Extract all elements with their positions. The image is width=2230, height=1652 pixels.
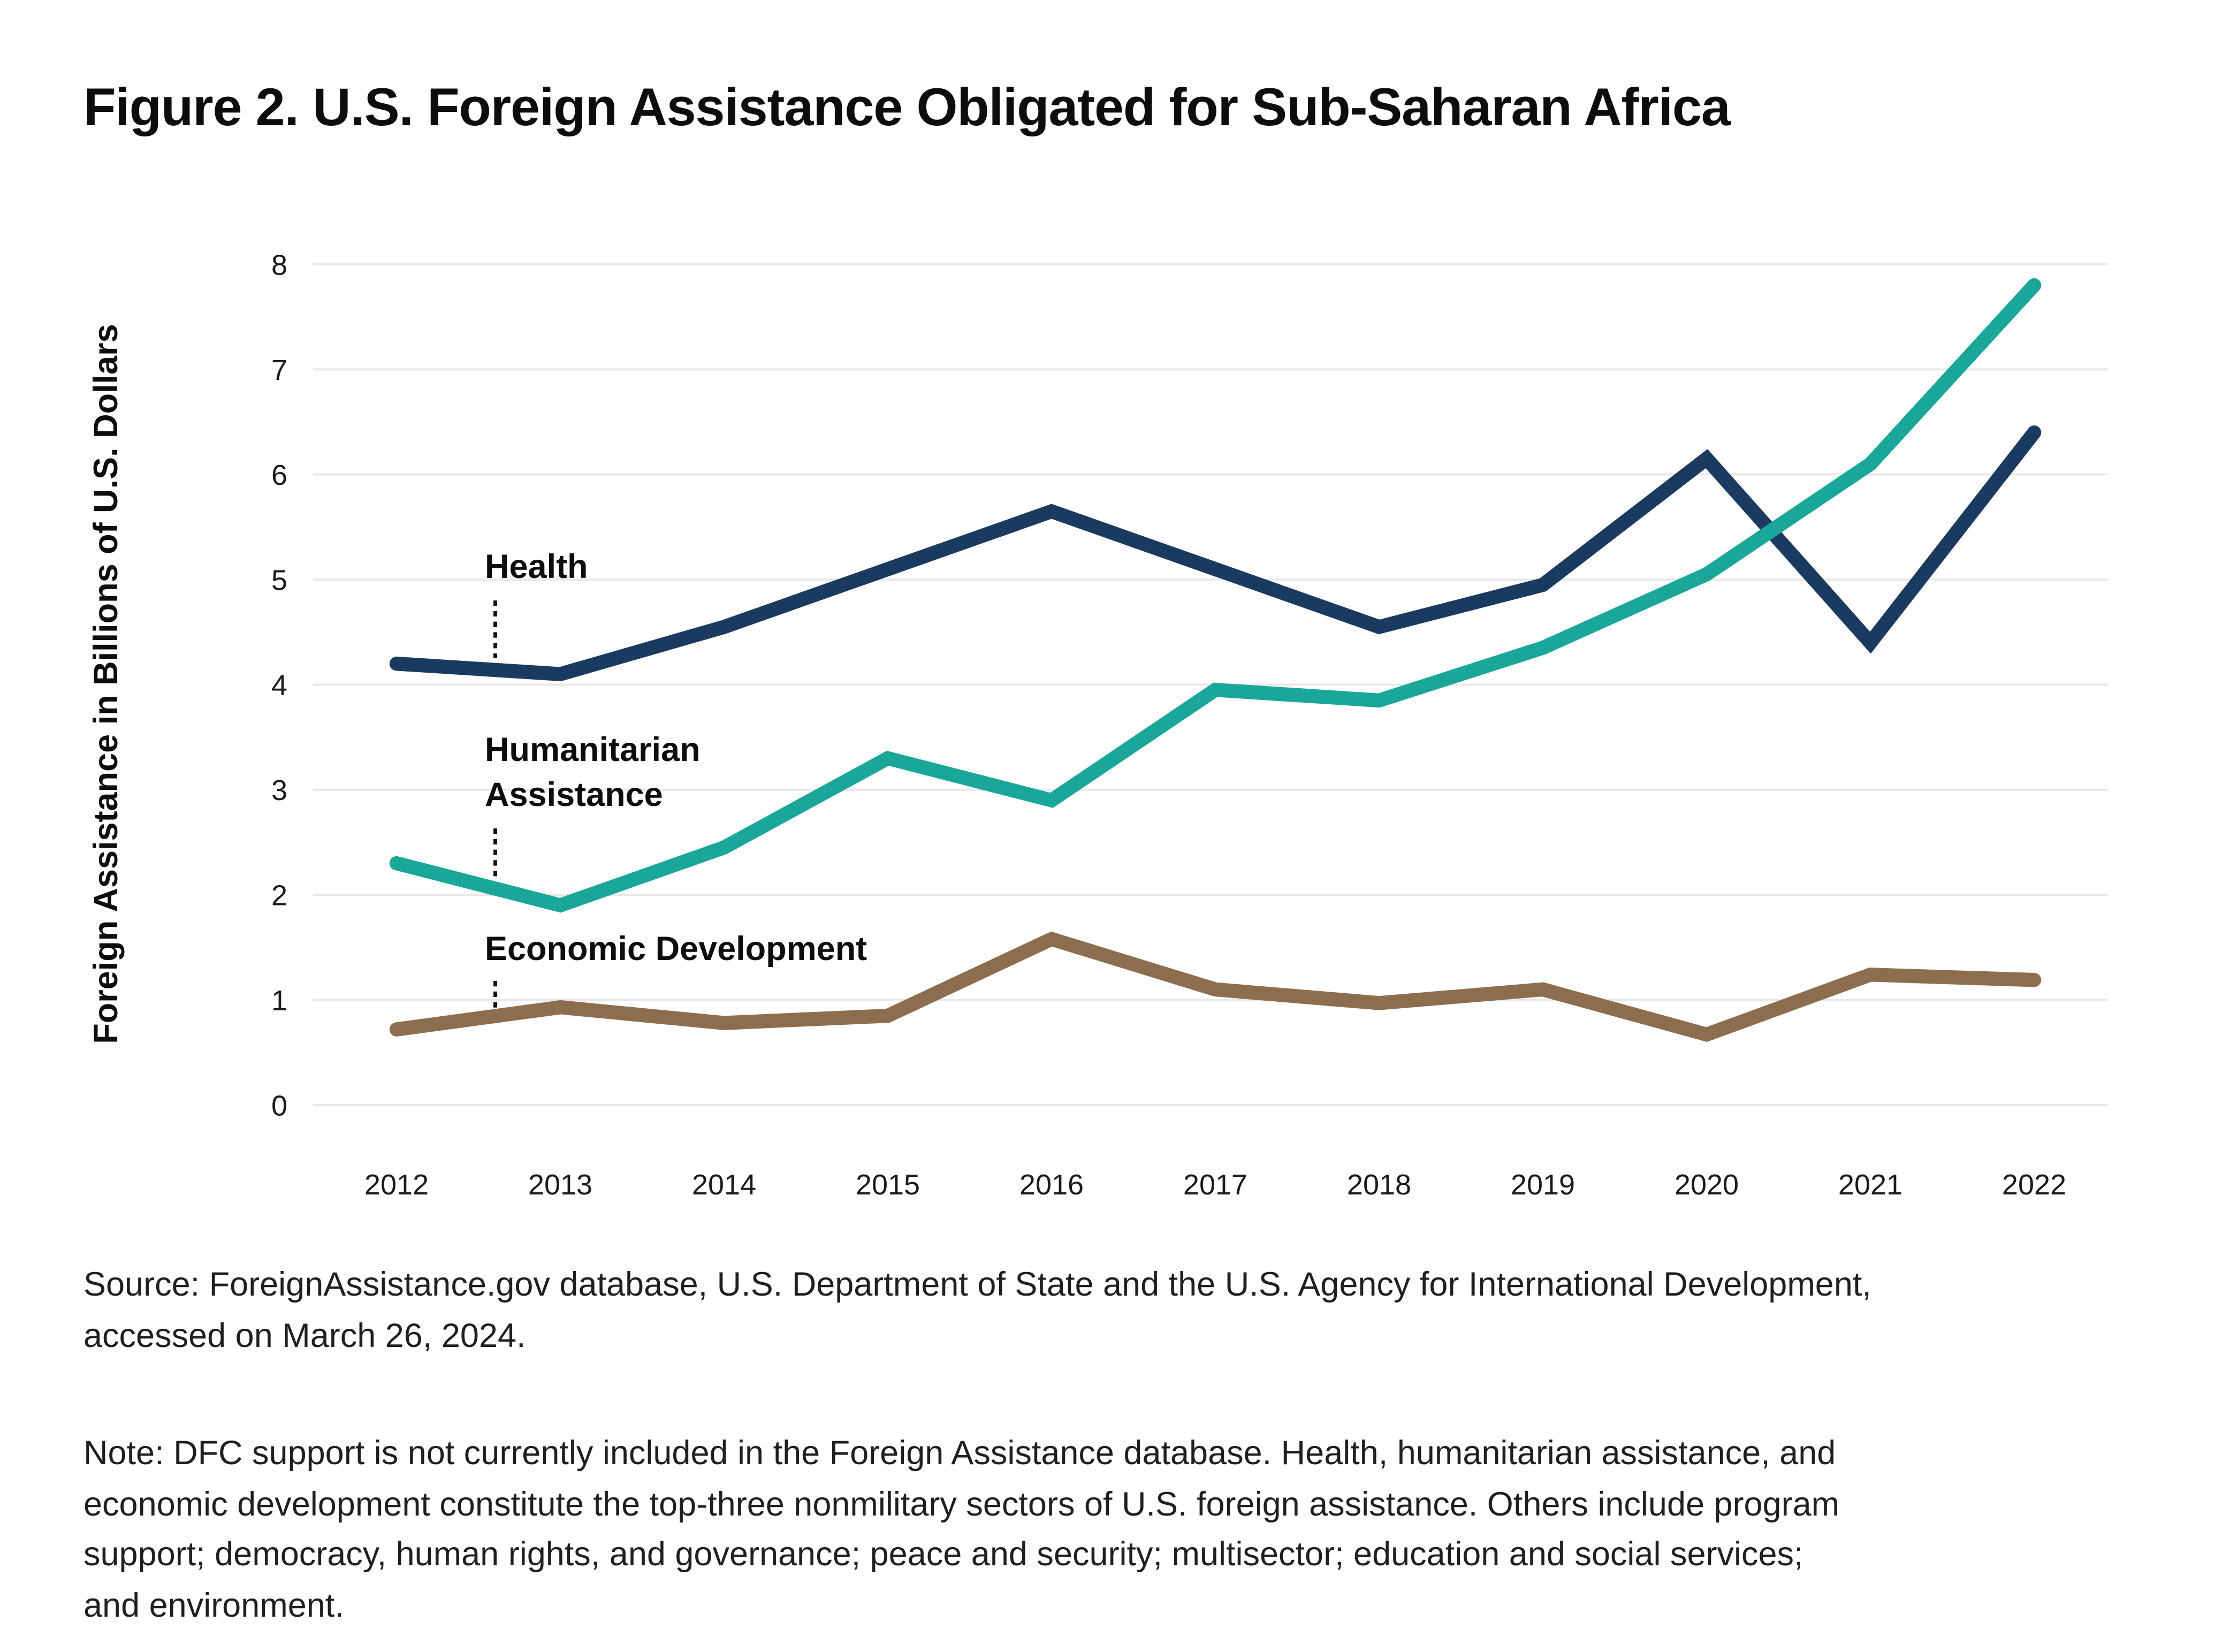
annotation-label-economic-development: Economic Development bbox=[485, 930, 867, 968]
x-tick-label-2021: 2021 bbox=[1838, 1169, 1902, 1201]
page-title: Figure 2. U.S. Foreign Assistance Obliga… bbox=[83, 77, 1731, 136]
y-tick-label-6: 6 bbox=[271, 459, 287, 491]
y-tick-label-8: 8 bbox=[271, 249, 287, 281]
y-tick-label-3: 3 bbox=[271, 774, 287, 806]
note-text: Note: DFC support is not currently inclu… bbox=[83, 1435, 1840, 1624]
x-tick-label-2018: 2018 bbox=[1347, 1169, 1411, 1201]
line-economic-development bbox=[389, 931, 2042, 1042]
y-tick-label-0: 0 bbox=[271, 1090, 287, 1122]
line-humanitarian-assistance bbox=[389, 278, 2042, 913]
annotation-label-health: Health bbox=[485, 548, 588, 585]
y-tick-label-1: 1 bbox=[271, 985, 287, 1017]
y-tick-label-4: 4 bbox=[271, 669, 287, 702]
x-tick-label-2015: 2015 bbox=[856, 1169, 920, 1201]
y-tick-label-7: 7 bbox=[271, 354, 287, 386]
x-tick-label-2019: 2019 bbox=[1511, 1169, 1575, 1201]
x-tick-label-2012: 2012 bbox=[364, 1169, 429, 1201]
x-tick-label-2022: 2022 bbox=[2002, 1169, 2066, 1201]
x-tick-label-2016: 2016 bbox=[1019, 1169, 1084, 1201]
x-tick-label-2017: 2017 bbox=[1183, 1169, 1247, 1201]
annotation-label-humanitarian-assistance-2: Assistance bbox=[485, 776, 663, 813]
y-tick-label-5: 5 bbox=[271, 565, 287, 597]
x-tick-label-2013: 2013 bbox=[528, 1169, 592, 1201]
source-text: Source: ForeignAssistance.gov database, … bbox=[83, 1267, 1871, 1354]
line-health bbox=[389, 425, 2042, 682]
y-tick-label-2: 2 bbox=[271, 880, 287, 912]
annotation-label-humanitarian-assistance-1: Humanitarian bbox=[485, 731, 701, 768]
x-tick-label-2014: 2014 bbox=[692, 1169, 756, 1201]
x-tick-label-2020: 2020 bbox=[1675, 1169, 1739, 1201]
